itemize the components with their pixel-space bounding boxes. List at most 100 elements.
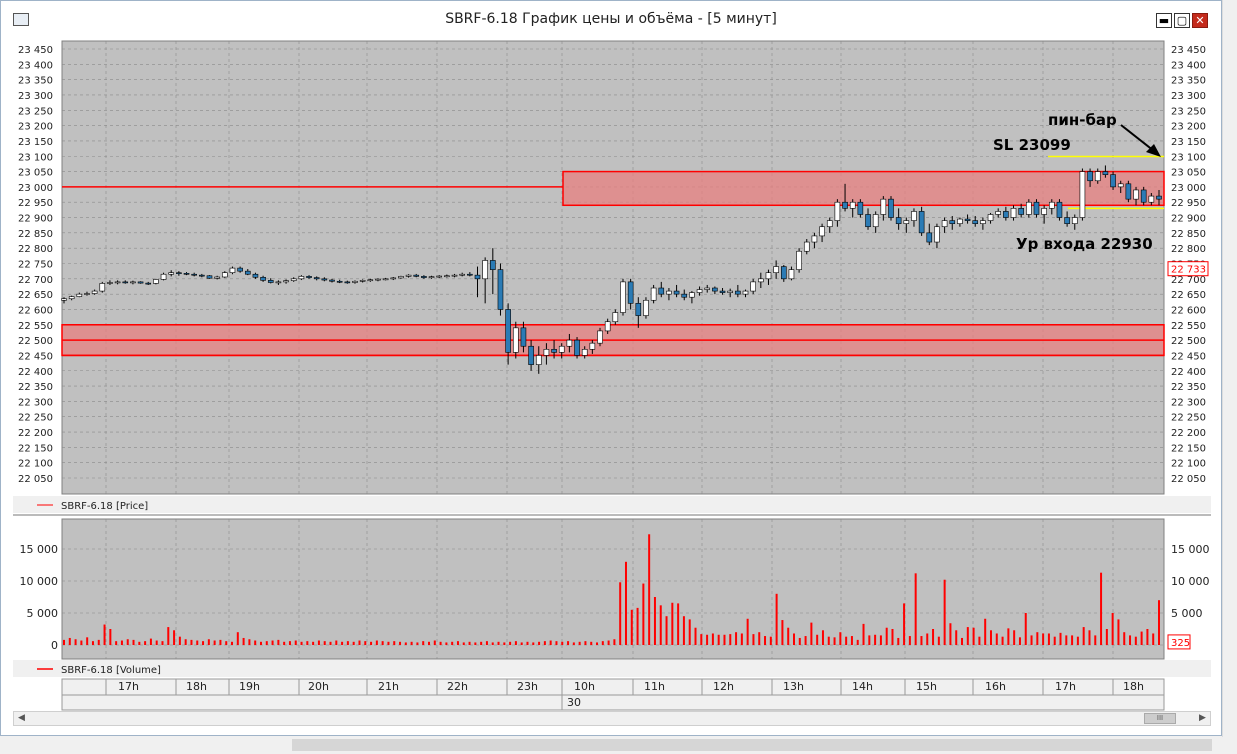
price-tick-label: 23 000 [1171, 183, 1206, 194]
volume-bar [787, 627, 790, 645]
volume-bar [167, 627, 170, 645]
price-tick-label: 22 550 [1171, 321, 1206, 332]
price-tick-label: 22 100 [18, 459, 53, 470]
price-tick-label: 22 450 [18, 351, 53, 362]
candle-body [1064, 217, 1070, 224]
volume-tick-label: 10 000 [20, 575, 59, 588]
candle-body [99, 283, 106, 292]
price-panel-background [61, 40, 1165, 495]
candle-body [1140, 189, 1147, 203]
volume-bar [1001, 636, 1004, 645]
candle-body [436, 275, 443, 278]
candle-body [137, 281, 144, 284]
price-tick-label: 23 450 [18, 45, 53, 56]
volume-bar [312, 641, 315, 645]
vertical-scrollbar[interactable] [1222, 0, 1237, 737]
price-tick-label: 22 500 [18, 336, 53, 347]
minimize-button[interactable]: ▬ [1156, 13, 1172, 28]
candle-body [643, 299, 649, 316]
chart-window: SBRF-6.18 График цены и объёма - [5 мину… [0, 0, 1222, 736]
candle-body [252, 273, 259, 278]
time-tick-label: 17h [118, 680, 139, 693]
candle-body [114, 281, 121, 284]
candle-body [696, 289, 703, 293]
candle-body [719, 290, 726, 293]
horizontal-scrollbar[interactable]: ◀ III ▶ [13, 711, 1211, 726]
candle-body [612, 312, 619, 323]
volume-bar [288, 641, 291, 645]
price-tick-label: 22 700 [18, 275, 53, 286]
volume-bar [677, 603, 680, 645]
bottom-scrollbar[interactable] [0, 737, 1237, 754]
candle-body [987, 214, 994, 221]
volume-bar [758, 632, 761, 645]
volume-bar [868, 635, 871, 645]
candle-body [872, 214, 879, 228]
candle-body [306, 276, 312, 278]
volume-bar [793, 633, 795, 645]
price-tick-label: 22 950 [1171, 198, 1206, 209]
scroll-left-icon[interactable]: ◀ [18, 713, 25, 723]
candle-body [926, 232, 933, 243]
volume-bar [740, 633, 743, 645]
candle-body [620, 281, 626, 313]
volume-bar [277, 639, 280, 645]
candle-body [76, 293, 83, 297]
volume-bar [775, 593, 778, 645]
candle-body [735, 290, 741, 295]
price-tick-label: 22 450 [1171, 351, 1206, 362]
bottom-scroll-track[interactable] [292, 739, 1212, 751]
volume-bar [509, 641, 512, 645]
price-tick-label: 23 200 [18, 122, 53, 133]
chart-app-icon[interactable] [13, 13, 29, 26]
candle-body [551, 348, 557, 353]
chart-area[interactable]: 22 050 22 100 22 150 22 200 22 250 22 300 22 3… [1, 1, 1221, 736]
volume-bar [341, 641, 344, 645]
price-tick-label: 22 400 [18, 367, 53, 378]
volume-bar [682, 616, 685, 645]
volume-bar [746, 618, 749, 645]
volume-tick-label: 0 [51, 639, 58, 652]
volume-bar [480, 641, 483, 645]
title-bar[interactable]: SBRF-6.18 График цены и объёма - [5 мину… [1, 1, 1221, 37]
price-legend-bar [13, 496, 1211, 513]
volume-bar [920, 636, 923, 645]
candle-body [934, 226, 940, 243]
candle-body [903, 220, 910, 224]
volume-bar [63, 639, 65, 645]
volume-bar [86, 637, 89, 645]
volume-bar [584, 641, 587, 645]
volume-bar [972, 627, 975, 645]
candle-body [796, 250, 802, 270]
time-axis-labels: 17h 18h 19h 20h 21h 22h 23h 10h 11h 12h 13h 14h 15h 1… [105, 679, 1144, 710]
volume-bar [700, 634, 703, 645]
candle-body [413, 274, 420, 277]
volume-bar [590, 641, 593, 645]
candle-body [122, 281, 129, 284]
close-button[interactable]: ✕ [1192, 13, 1208, 28]
candle-body [758, 278, 764, 283]
price-tick-label: 22 150 [18, 443, 53, 454]
volume-bar [1059, 632, 1062, 645]
price-tick-label: 22 200 [18, 428, 53, 439]
candle-body [505, 309, 511, 353]
volume-bar [132, 639, 135, 645]
candle-body [84, 293, 90, 295]
volume-bar [1047, 633, 1050, 645]
volume-bar [294, 640, 297, 645]
volume-bar [1152, 633, 1155, 645]
candle-body [1117, 183, 1124, 188]
volume-bar [468, 641, 471, 645]
volume-bar [422, 641, 425, 645]
maximize-button[interactable]: ▢ [1174, 13, 1190, 28]
scroll-thumb[interactable]: III [1144, 713, 1176, 724]
price-tick-label: 22 250 [1171, 413, 1206, 424]
candle-body [535, 355, 542, 365]
volume-bar [115, 641, 118, 645]
candle-body [199, 274, 205, 277]
volume-bar [306, 641, 309, 645]
volume-bar [144, 641, 147, 645]
scroll-right-icon[interactable]: ▶ [1199, 713, 1206, 723]
volume-bar [810, 622, 813, 645]
candle-body [957, 218, 963, 224]
